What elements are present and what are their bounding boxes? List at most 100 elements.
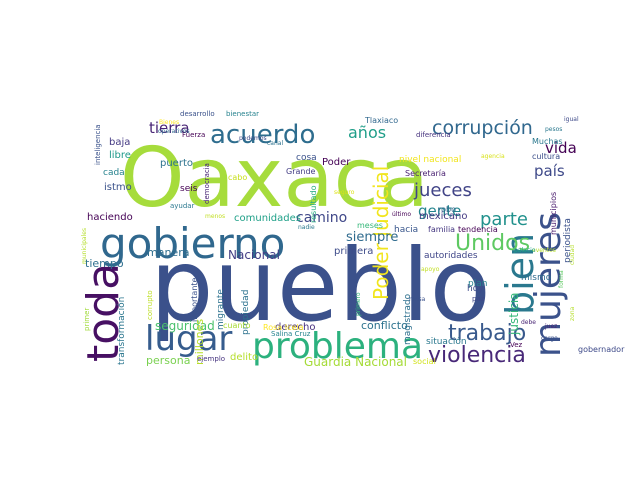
cloud-word: años: [348, 123, 386, 142]
cloud-word: Unidos: [455, 231, 530, 256]
cloud-word: paz: [472, 295, 485, 303]
cloud-word: Tlaxiaco: [364, 116, 398, 125]
cloud-word: desarrollo: [180, 110, 215, 118]
cloud-word: bienestar: [226, 110, 259, 118]
cloud-word: cabo: [228, 173, 247, 182]
cloud-word: persona: [146, 354, 190, 367]
cloud-word: país: [534, 162, 565, 180]
cloud-word: diferencia: [416, 131, 451, 139]
cloud-word: trabajo: [448, 321, 526, 346]
cloud-word: magistrado: [403, 293, 413, 345]
word-cloud-background: [80, 105, 582, 365]
cloud-word: haciendo: [87, 212, 133, 223]
cloud-word: migrante: [216, 289, 226, 330]
cloud-word: debe: [521, 319, 536, 326]
cloud-word: meses: [357, 221, 383, 230]
cloud-word: apoyo: [421, 266, 440, 273]
cloud-word: corrupto: [146, 290, 154, 320]
cloud-word: corrupción: [432, 117, 533, 139]
cloud-word: zona: [569, 306, 576, 321]
cloud-word: primer: [83, 308, 91, 331]
cloud-word: robo: [438, 205, 456, 214]
cloud-word: parte: [480, 209, 528, 230]
cloud-word: seguridad: [155, 319, 215, 333]
cloud-word: Muchas: [532, 137, 563, 146]
cloud-word: Nacional: [228, 248, 280, 262]
cloud-word: Oaxaca: [120, 131, 429, 226]
cloud-word: resultado: [309, 185, 318, 223]
cloud-word: siempre: [346, 230, 398, 245]
cloud-word: inteligencia: [94, 124, 102, 165]
cloud-word: delito: [230, 352, 258, 363]
cloud-word: hoy: [467, 284, 484, 294]
cloud-word: eventos: [532, 247, 556, 254]
cloud-word: Rosa Icela: [263, 323, 304, 332]
cloud-word: camino: [296, 210, 347, 226]
cloud-word: transformación: [116, 297, 127, 365]
cloud-word: ciudad: [569, 245, 576, 265]
cloud-word: seguro: [334, 189, 355, 196]
cloud-word: bien: [498, 233, 542, 315]
cloud-word: pueblo: [150, 227, 491, 344]
cloud-word: Poder: [322, 157, 351, 168]
cloud-word: nivel nacional: [399, 155, 461, 165]
cloud-word: puerto: [160, 158, 193, 169]
cloud-word: forma: [558, 270, 565, 288]
cloud-word: autoridades: [424, 251, 478, 261]
cloud-word: conflicto: [361, 319, 408, 332]
cloud-word: libre: [109, 150, 131, 161]
cloud-word: mexicano: [419, 211, 468, 222]
cloud-word: Bienes: [159, 119, 179, 126]
cloud-word: manera: [147, 246, 189, 259]
cloud-word: hacia: [394, 225, 418, 235]
cloud-word: agencia: [481, 153, 505, 160]
cloud-word: toda: [78, 263, 129, 362]
cloud-word: cultura: [532, 152, 560, 161]
cloud-word: municipios: [549, 192, 558, 235]
cloud-word: ayudar: [170, 202, 195, 210]
cloud-word: nadie: [298, 224, 315, 231]
cloud-word: jueces: [413, 180, 472, 201]
cloud-word: ejemplo: [197, 355, 225, 363]
cloud-word: acuerdo: [210, 120, 315, 150]
cloud-word: Vez: [510, 341, 523, 349]
cloud-word: democracia: [203, 163, 211, 204]
cloud-word: gobierno: [100, 219, 285, 268]
cloud-word: último: [392, 211, 411, 218]
cloud-word: pesos: [545, 126, 562, 133]
cloud-word: igual: [564, 116, 579, 123]
cloud-word: istmo: [104, 182, 132, 193]
cloud-word: periodista: [563, 218, 573, 263]
cloud-word: comunidades: [234, 213, 301, 224]
cloud-word: importante: [190, 277, 199, 322]
cloud-word: gobernador: [578, 345, 625, 354]
cloud-word: gente: [418, 202, 461, 220]
cloud-word: Salina Cruz: [271, 330, 311, 338]
cloud-word: cada: [103, 168, 125, 178]
cloud-word: tendencia: [458, 225, 498, 234]
cloud-word: primero: [355, 292, 362, 316]
cloud-word: mujeres: [528, 212, 569, 357]
cloud-word: plan: [468, 279, 487, 289]
cloud-word: Fuerza: [182, 131, 205, 139]
cloud-word: juez: [544, 323, 557, 330]
cloud-word: mismo: [521, 273, 552, 283]
cloud-word: propiedad: [241, 290, 251, 335]
cloud-word: Guardia Nacional: [304, 355, 407, 369]
cloud-word: cuanto: [223, 321, 251, 330]
cloud-word: cosa: [296, 153, 317, 163]
cloud-word: cargo: [541, 335, 558, 342]
cloud-word: tierra: [149, 119, 190, 137]
cloud-word: problema: [252, 326, 423, 367]
cloud-word: violencia: [428, 343, 526, 368]
cloud-word: social: [413, 357, 436, 366]
cloud-word: Poder Judicial: [369, 166, 393, 300]
cloud-word: derecho: [275, 322, 316, 333]
cloud-word: municipales: [81, 228, 88, 264]
cloud-word: Grande: [286, 167, 316, 176]
cloud-word: baja: [109, 137, 130, 148]
cloud-word: millones: [193, 319, 206, 365]
cloud-word: lugar: [145, 319, 232, 359]
